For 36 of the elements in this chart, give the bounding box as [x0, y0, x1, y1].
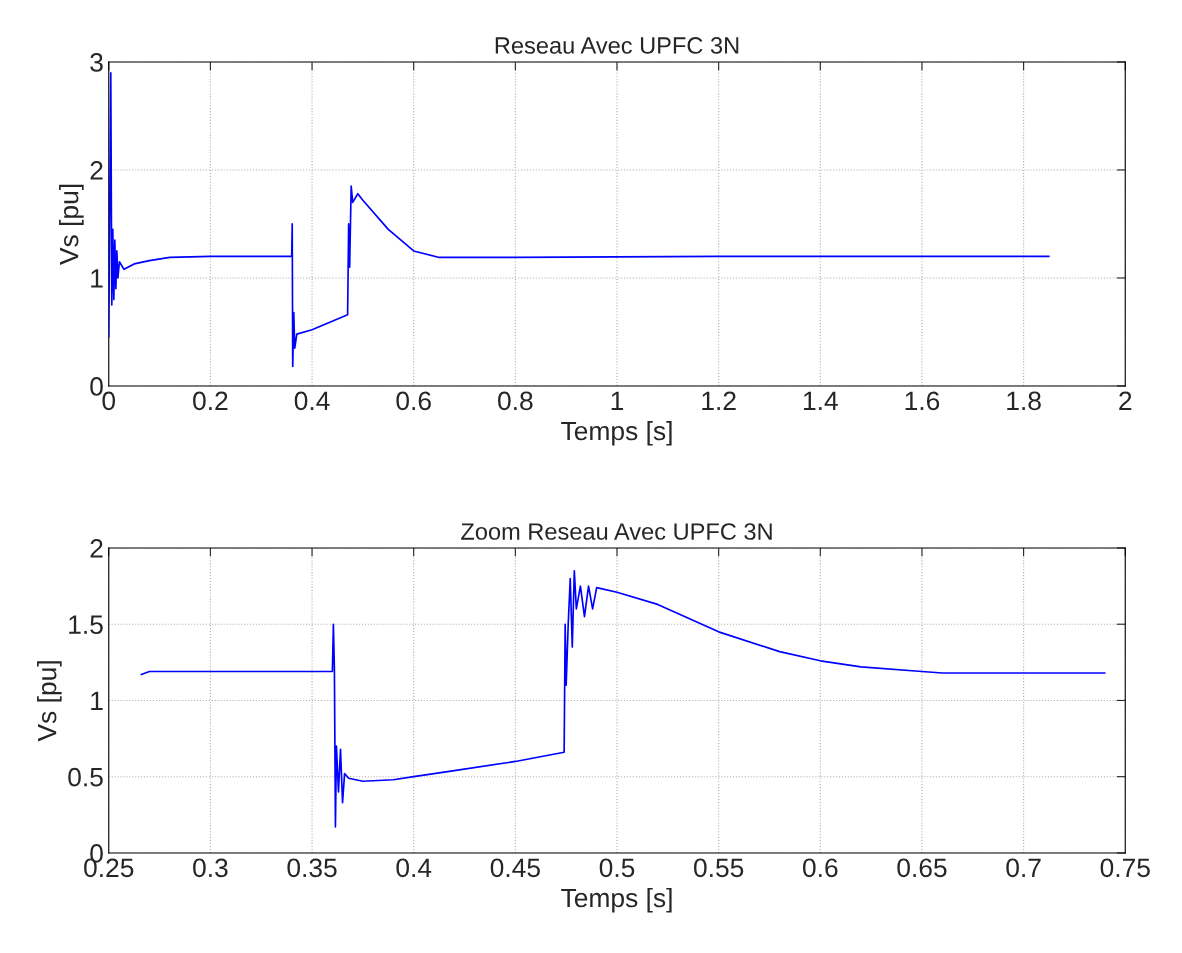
x-tick-label: 0.65	[897, 858, 947, 878]
x-tick-label: 1.2	[702, 391, 736, 410]
x-tick-label: 0.6	[803, 858, 838, 878]
x-tick-label: 0.6	[396, 391, 431, 411]
y-axis-title: Vs [pu]	[37, 661, 62, 742]
x-tick-label: 1.8	[1007, 391, 1041, 411]
x-axis-title: Temps [s]	[561, 887, 672, 913]
x-tick-label: 1	[611, 391, 624, 410]
y-tick-label: 1.5	[69, 615, 103, 635]
x-tick-label: 0.4	[396, 858, 432, 878]
x-tick-label: 2	[1119, 391, 1132, 410]
line-series	[108, 71, 1050, 368]
y-axis-title: Vs [pu]	[59, 184, 84, 265]
x-tick-label: 0.8	[498, 391, 533, 411]
y-tick-label: 2	[90, 161, 103, 180]
x-tick-label: 1.4	[803, 391, 838, 410]
x-tick-label: 0.4	[294, 391, 330, 411]
x-tick-label: 0.45	[490, 858, 540, 878]
x-tick-label: 0.35	[287, 858, 337, 878]
x-tick-label: 0.7	[1006, 858, 1041, 878]
y-tick-label: 1	[91, 269, 103, 288]
x-tick-label: 0.2	[193, 391, 228, 411]
y-tick-label: 0	[90, 377, 103, 396]
chart-title: Zoom Reseau Avec UPFC 3N	[461, 523, 772, 540]
y-tick-label: 0.5	[68, 767, 103, 787]
chart-title: Reseau Avec UPFC 3N	[495, 37, 739, 54]
y-tick-label: 3	[90, 53, 103, 72]
x-tick-label: 0.5	[599, 858, 635, 878]
x-tick-label: 0.75	[1100, 858, 1150, 878]
line-series	[140, 570, 1106, 828]
x-tick-label: 1.6	[905, 391, 940, 411]
y-tick-label: 2	[90, 539, 103, 558]
x-tick-label: 0.55	[694, 858, 744, 878]
x-tick-label: 0.3	[193, 858, 228, 878]
y-tick-label: 1	[91, 691, 103, 711]
x-axis-title: Temps [s]	[561, 420, 672, 446]
